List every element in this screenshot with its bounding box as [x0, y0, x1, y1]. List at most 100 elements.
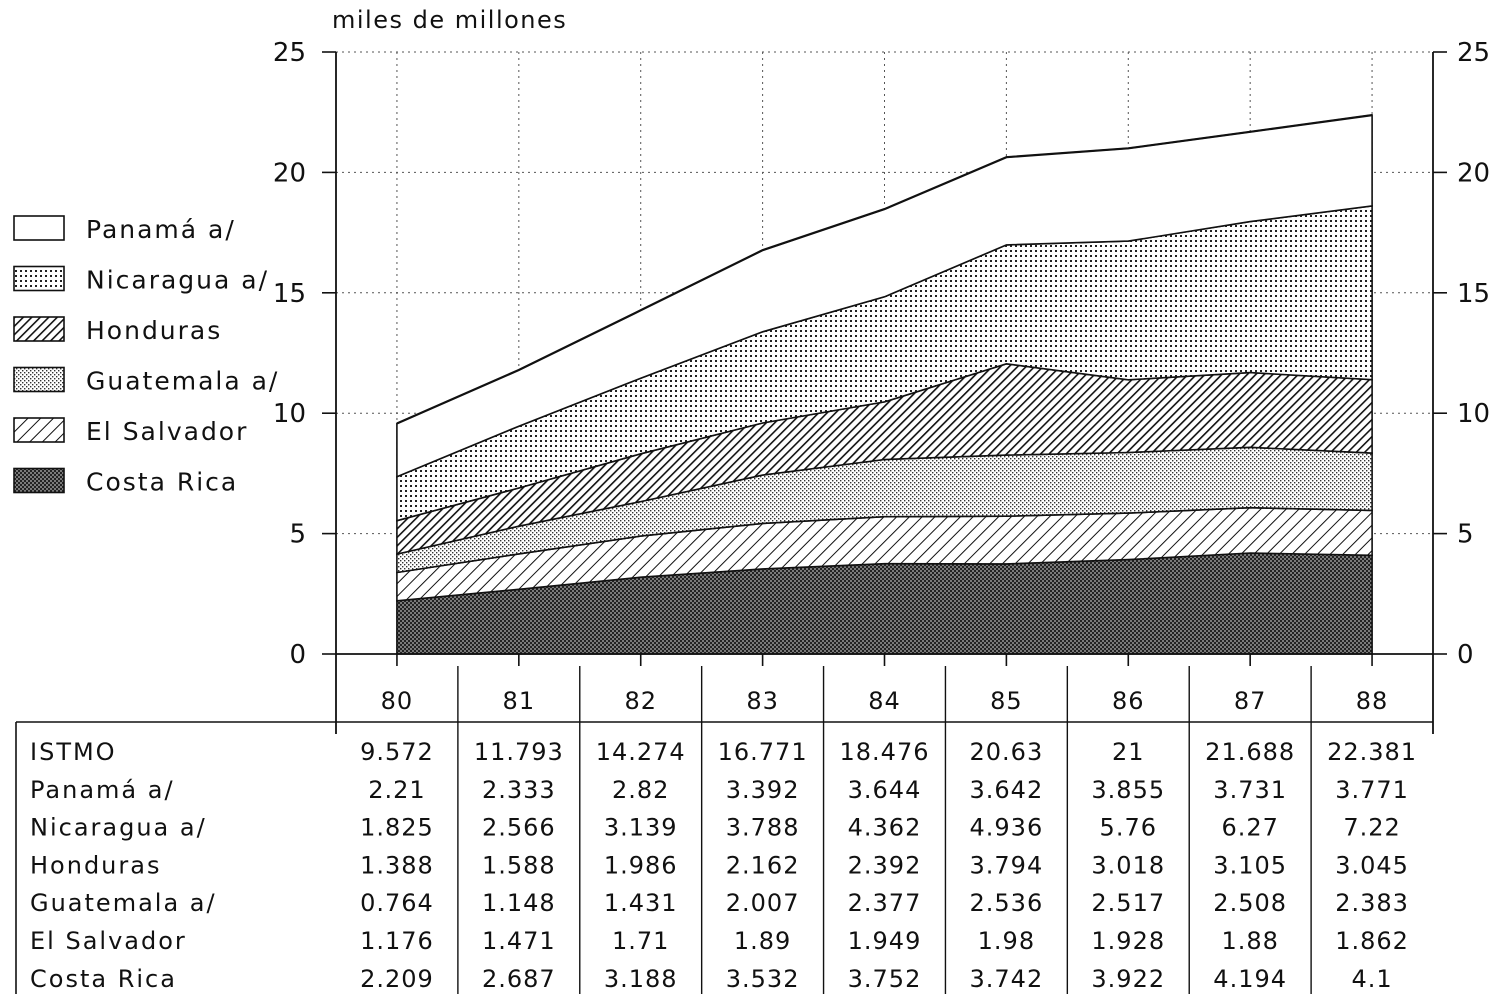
table-cell-nicaragua-a-85: 4.936	[970, 814, 1044, 842]
table-cell-costa-rica-88: 4.1	[1351, 965, 1392, 993]
table-cell-honduras-87: 3.105	[1213, 851, 1287, 879]
table-cell-honduras-81: 1.588	[482, 851, 556, 879]
x-category-label-81: 81	[503, 687, 536, 715]
legend-label-panam-a: Panamá a/	[86, 215, 236, 244]
table-cell-costa-rica-85: 3.742	[970, 965, 1044, 993]
table-cell-guatemala-a-81: 1.148	[482, 889, 556, 917]
table-cell-nicaragua-a-87: 6.27	[1221, 814, 1278, 842]
table-cell-panam-a-84: 3.644	[848, 776, 922, 804]
table-row-label-istmo: ISTMO	[30, 738, 117, 766]
table-cell-istmo-85: 20.63	[970, 738, 1044, 766]
table-cell-nicaragua-a-83: 3.788	[726, 814, 800, 842]
y-tick-label-right-15: 15	[1457, 279, 1490, 309]
table-cell-honduras-86: 3.018	[1091, 851, 1165, 879]
table-cell-nicaragua-a-88: 7.22	[1343, 814, 1400, 842]
table-cell-honduras-82: 1.986	[604, 851, 678, 879]
table-cell-el-salvador-81: 1.471	[482, 927, 556, 955]
total-outline-line	[396, 114, 1373, 425]
legend-swatch-guatemala-a	[13, 366, 65, 393]
table-cell-istmo-80: 9.572	[360, 738, 434, 766]
y-tick-label-right-10: 10	[1457, 399, 1490, 429]
table-cell-el-salvador-85: 1.98	[978, 927, 1035, 955]
table-cell-guatemala-a-84: 2.377	[848, 889, 922, 917]
area-series-group	[396, 114, 1373, 655]
x-category-label-88: 88	[1356, 687, 1389, 715]
table-cell-costa-rica-87: 4.194	[1213, 965, 1287, 993]
table-cell-nicaragua-a-84: 4.362	[848, 814, 922, 842]
y-tick-label-left-0: 0	[289, 640, 306, 670]
legend-swatch-el-salvador	[13, 417, 65, 443]
table-cell-honduras-84: 2.392	[848, 851, 922, 879]
data-table: ISTMO 9.572 11.793 14.274 16.771 18.476 20.63 2…	[15, 721, 1433, 994]
x-category-label-80: 80	[381, 687, 414, 715]
table-cell-honduras-88: 3.045	[1335, 851, 1409, 879]
table-cell-istmo-84: 18.476	[840, 738, 930, 766]
table-cell-nicaragua-a-80: 1.825	[360, 814, 434, 842]
y-tick-label-left-5: 5	[289, 520, 306, 550]
table-cell-el-salvador-87: 1.88	[1221, 927, 1278, 955]
table-cell-guatemala-a-80: 0.764	[360, 889, 434, 917]
x-category-label-86: 86	[1112, 687, 1145, 715]
table-cell-guatemala-a-88: 2.383	[1335, 889, 1409, 917]
table-cell-el-salvador-88: 1.862	[1335, 927, 1409, 955]
table-cell-nicaragua-a-81: 2.566	[482, 814, 556, 842]
y-tick-label-left-15: 15	[273, 279, 306, 309]
table-cell-el-salvador-83: 1.89	[734, 927, 791, 955]
legend-swatch-panam-a	[13, 215, 65, 241]
table-cell-guatemala-a-82: 1.431	[604, 889, 678, 917]
legend-swatch-nicaragua-a	[13, 265, 65, 292]
table-cell-panam-a-87: 3.731	[1213, 776, 1287, 804]
table-cell-costa-rica-82: 3.188	[604, 965, 678, 993]
table-cell-istmo-88: 22.381	[1327, 738, 1417, 766]
table-cell-costa-rica-83: 3.532	[726, 965, 800, 993]
table-row-label-honduras: Honduras	[30, 851, 161, 879]
y-tick-label-left-10: 10	[273, 399, 306, 429]
y-tick-label-right-5: 5	[1457, 520, 1474, 550]
x-category-label-83: 83	[746, 687, 779, 715]
table-cell-honduras-83: 2.162	[726, 851, 800, 879]
table-cell-el-salvador-84: 1.949	[848, 927, 922, 955]
legend: Panamá a/Nicaragua a/Honduras Guatemala a…	[13, 215, 277, 497]
y-tick-label-left-20: 20	[273, 158, 306, 188]
y-tick-label-right-25: 25	[1457, 38, 1490, 68]
table-cell-istmo-87: 21.688	[1205, 738, 1295, 766]
table-cell-el-salvador-82: 1.71	[612, 927, 669, 955]
table-cell-guatemala-a-85: 2.536	[970, 889, 1044, 917]
table-cell-nicaragua-a-82: 3.139	[604, 814, 678, 842]
table-cell-honduras-85: 3.794	[970, 851, 1044, 879]
table-row-label-costa-rica: Costa Rica	[30, 965, 177, 993]
table-cell-guatemala-a-86: 2.517	[1091, 889, 1165, 917]
table-cell-panam-a-80: 2.21	[368, 776, 425, 804]
table-cell-panam-a-82: 2.82	[612, 776, 669, 804]
table-cell-panam-a-85: 3.642	[970, 776, 1044, 804]
legend-label-honduras: Honduras	[86, 316, 222, 345]
y-tick-label-right-0: 0	[1457, 640, 1474, 670]
table-cell-panam-a-81: 2.333	[482, 776, 556, 804]
table-cell-istmo-83: 16.771	[718, 738, 808, 766]
x-category-label-87: 87	[1234, 687, 1267, 715]
table-cell-guatemala-a-87: 2.508	[1213, 889, 1287, 917]
table-cell-el-salvador-80: 1.176	[360, 927, 434, 955]
table-cell-el-salvador-86: 1.928	[1091, 927, 1165, 955]
table-row-label-nicaragua-a: Nicaragua a/	[30, 814, 207, 842]
table-cell-costa-rica-84: 3.752	[848, 965, 922, 993]
y-tick-label-left-25: 25	[273, 38, 306, 68]
table-cell-panam-a-83: 3.392	[726, 776, 800, 804]
x-category-label-84: 84	[868, 687, 901, 715]
legend-swatch-costa-rica	[13, 467, 65, 494]
table-cell-costa-rica-81: 2.687	[482, 965, 556, 993]
table-row-label-panam-a: Panamá a/	[30, 776, 175, 804]
x-category-label-85: 85	[990, 687, 1023, 715]
legend-swatch-honduras	[13, 316, 65, 342]
table-cell-honduras-80: 1.388	[360, 851, 434, 879]
axes-group: 0 0 5 5 10 10 15 15 20 20 25 25 80 81 82 83 84 85 86 87 88	[273, 38, 1490, 994]
table-cell-costa-rica-80: 2.209	[360, 965, 434, 993]
table-cell-panam-a-86: 3.855	[1091, 776, 1165, 804]
y-axis-unit-label: miles de millones	[332, 6, 567, 34]
table-row-label-guatemala-a: Guatemala a/	[30, 889, 217, 917]
table-cell-costa-rica-86: 3.922	[1091, 965, 1165, 993]
legend-label-costa-rica: Costa Rica	[86, 468, 238, 497]
legend-label-nicaragua-a: Nicaragua a/	[86, 266, 269, 295]
table-cell-nicaragua-a-86: 5.76	[1100, 814, 1157, 842]
